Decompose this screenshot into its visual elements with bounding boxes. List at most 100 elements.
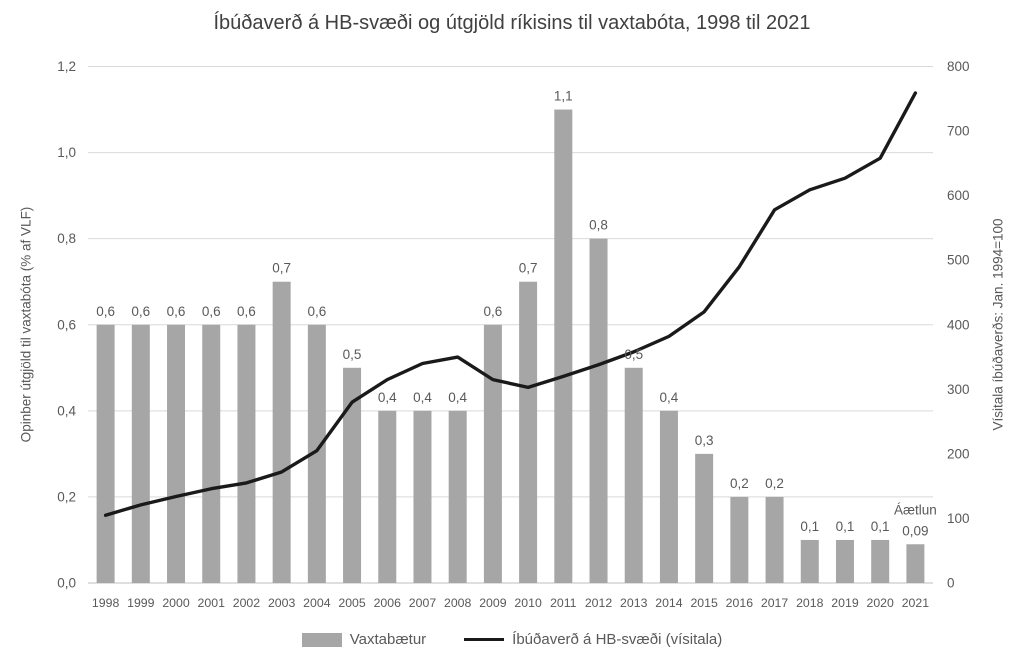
x-axis-labels: 1998 1999 2000 2001 2002 2003 2004 2005 2006 2007…: [92, 596, 929, 610]
right-axis-tick-label: 200: [947, 446, 970, 461]
bar-value-label: 0,3: [695, 433, 714, 448]
right-axis-tick-label: 300: [947, 382, 970, 397]
bar: [307, 324, 326, 583]
left-axis-tick-label: 1,2: [57, 59, 76, 74]
left-axis-tick-label: 0,0: [57, 576, 76, 591]
bar: [871, 539, 890, 583]
bar: [624, 367, 643, 583]
right-axis-tick-label: 600: [947, 188, 970, 203]
bar-value-label: 0,8: [589, 218, 608, 233]
left-axis-tick-label: 0,8: [57, 231, 76, 246]
right-axis-tick-label: 500: [947, 253, 970, 268]
legend-bar-label: Vaxtabætur: [349, 631, 427, 648]
bar-value-label: 0,4: [413, 390, 432, 405]
left-axis-tick-label: 0,2: [57, 489, 76, 504]
left-axis-tick-label: 1,0: [57, 145, 76, 160]
bar-value-label: 0,6: [484, 304, 503, 319]
gridlines: [88, 66, 933, 584]
chart-legend: Vaxtabætur Íbúðaverð á HB-svæði (vísital…: [0, 631, 1024, 648]
bar: [448, 410, 467, 583]
right-axis-tick-labels: 0 100 200 300 400 500 600 700 800: [947, 59, 970, 591]
bar-value-label: 0,2: [765, 476, 784, 491]
x-axis-label: 2015: [690, 596, 718, 610]
x-axis-label: 2008: [444, 596, 472, 610]
bar: [343, 367, 362, 583]
bar-data-labels: 0,6 0,6 0,6 0,6 0,6 0,7 0,6 0,5 0,4 0,4 0,4 0,6 0,7 1…: [96, 89, 937, 539]
right-axis-tick-label: 400: [947, 317, 970, 332]
x-axis-label: 2002: [233, 596, 261, 610]
legend-item-line: Íbúðaverð á HB-svæði (vísitala): [464, 631, 722, 648]
right-axis-title: Vísitala íbúðaverðs: Jan. 1994=100: [990, 218, 1006, 431]
bar: [167, 324, 186, 583]
bar-value-label: 0,7: [272, 261, 291, 276]
bar: [96, 324, 115, 583]
bar-value-label: 0,6: [131, 304, 150, 319]
bar-value-label: 0,4: [378, 390, 397, 405]
annotation-label: Áætlun: [894, 502, 937, 517]
bar: [554, 109, 573, 584]
bar: [272, 281, 291, 583]
right-axis-tick-label: 700: [947, 124, 970, 139]
x-axis-label: 2010: [514, 596, 542, 610]
bar: [765, 496, 784, 583]
bar-value-label: 0,5: [624, 347, 643, 362]
bar-value-label: 0,4: [448, 390, 467, 405]
bar-value-label: 0,6: [307, 304, 326, 319]
x-axis-label: 2012: [585, 596, 613, 610]
bar: [413, 410, 432, 583]
x-axis-label: 2017: [761, 596, 789, 610]
bar: [800, 539, 819, 583]
x-axis-label: 2001: [198, 596, 226, 610]
index-line: [103, 91, 918, 517]
right-axis-tick-label: 100: [947, 511, 970, 526]
bar: [659, 410, 678, 583]
bar: [237, 324, 256, 583]
x-axis-label: 2006: [374, 596, 402, 610]
bar: [202, 324, 221, 583]
x-axis-label: 2019: [831, 596, 859, 610]
bar: [906, 544, 925, 583]
bar-swatch-icon: [301, 632, 342, 647]
bar: [483, 324, 502, 583]
right-axis-tick-label: 800: [947, 59, 970, 74]
x-axis-label: 2003: [268, 596, 296, 610]
x-axis-label: 2004: [303, 596, 331, 610]
legend-line-label: Íbúðaverð á HB-svæði (vísitala): [512, 631, 723, 648]
x-axis-label: 2009: [479, 596, 507, 610]
bar: [378, 410, 397, 583]
bar-value-label: 0,5: [343, 347, 362, 362]
x-axis-label: 2007: [409, 596, 437, 610]
chart-title: Íbúðaverð á HB-svæði og útgjöld ríkisins…: [213, 12, 811, 34]
bar: [131, 324, 150, 583]
x-axis-label: 1998: [92, 596, 120, 610]
x-axis-label: 2000: [162, 596, 190, 610]
bar-value-label: 0,6: [167, 304, 186, 319]
x-axis-label: 2011: [550, 596, 577, 610]
bar-value-label: 0,1: [836, 519, 855, 534]
bar: [589, 238, 608, 583]
bar-value-label: 0,09: [902, 523, 928, 538]
bar: [835, 539, 854, 583]
x-axis-label: 2014: [655, 596, 683, 610]
bar-value-label: 0,6: [96, 304, 115, 319]
right-axis-tick-label: 0: [947, 576, 955, 591]
left-axis-tick-labels: 0,0 0,2 0,4 0,6 0,8 1,0 1,2: [57, 59, 76, 591]
left-axis-tick-label: 0,6: [57, 317, 76, 332]
bar-value-label: 0,7: [519, 261, 538, 276]
x-axis-label: 2016: [726, 596, 754, 610]
x-axis-label: 2005: [338, 596, 366, 610]
line-swatch-icon: [464, 638, 505, 641]
bar-value-label: 0,2: [730, 476, 749, 491]
x-axis-label: 2018: [796, 596, 824, 610]
bar: [519, 281, 538, 583]
x-axis-label: 2013: [620, 596, 648, 610]
line-series: [103, 91, 918, 517]
bar-value-label: 0,1: [871, 519, 890, 534]
bar-value-label: 0,6: [202, 304, 221, 319]
bar-value-label: 0,6: [237, 304, 256, 319]
bar: [695, 453, 714, 583]
bar-value-label: 0,4: [660, 390, 679, 405]
left-axis-tick-label: 0,4: [57, 403, 76, 418]
